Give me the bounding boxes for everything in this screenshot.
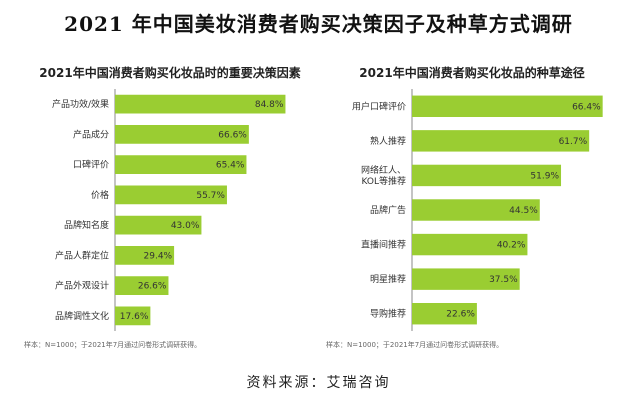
category-label-5: 明星推荐 <box>370 273 406 285</box>
value-label-2: 51.9% <box>530 171 559 181</box>
seeding-channels-chart: 用户口碑评价 66.4% 熟人推荐 61.7% 网络红人、 KOL等推荐 51.9% 品牌广告… <box>352 89 603 331</box>
value-label-7: 17.6% <box>120 312 149 322</box>
bar-1 <box>412 130 590 152</box>
category-label-6: 导购推荐 <box>370 308 406 320</box>
bar-6 <box>115 276 169 296</box>
value-label-0: 66.4% <box>572 102 601 112</box>
bar-3 <box>412 199 540 221</box>
page-title: 2021 年中国美妆消费者购买决策因子及种草方式调研 <box>64 12 573 36</box>
source-footer: 资料来源：艾瑞咨询 <box>246 375 391 391</box>
category-label-1: 熟人推荐 <box>370 135 406 147</box>
value-label-2: 65.4% <box>216 161 245 171</box>
bar-4 <box>115 215 202 235</box>
bar-4 <box>412 233 528 256</box>
value-label-3: 55.7% <box>196 191 225 201</box>
bar-5 <box>412 268 520 290</box>
bar-0 <box>115 94 286 114</box>
category-label-4: 品牌知名度 <box>64 219 109 231</box>
value-label-1: 66.6% <box>218 130 247 140</box>
bar-6 <box>412 302 477 325</box>
chart-title: 2021年中国消费者购买化妆品时的重要决策因素 <box>39 66 301 80</box>
value-label-4: 40.2% <box>497 241 526 251</box>
bar-1 <box>115 124 249 144</box>
category-label-0: 产品功效/效果 <box>52 98 109 110</box>
bar-7 <box>115 306 151 326</box>
bar-5 <box>115 245 175 265</box>
value-label-4: 43.0% <box>171 221 200 231</box>
bar-0 <box>412 95 603 118</box>
value-label-6: 22.6% <box>446 310 475 320</box>
category-label-3: 品牌广告 <box>370 204 406 216</box>
value-label-6: 26.6% <box>138 282 167 292</box>
category-label-1: 产品成分 <box>73 128 109 140</box>
chart-title: 2021年中国消费者购买化妆品的种草途径 <box>359 66 585 80</box>
category-label-0: 用户口碑评价 <box>352 100 406 112</box>
chart-note: 样本：N=1000；于2021年7月通过问卷形式调研获得。 <box>24 341 202 349</box>
chart-panel-decision-factors: 2021年中国消费者购买化妆品时的重要决策因素 产品功效/效果 84.8% 产品成分… <box>20 56 320 352</box>
category-label-5: 产品人群定位 <box>55 249 109 261</box>
value-label-5: 37.5% <box>489 275 518 285</box>
chart-note: 样本：N=1000；于2021年7月通过问卷形式调研获得。 <box>326 341 504 349</box>
bar-2 <box>115 155 247 175</box>
category-label-6: 产品外观设计 <box>55 280 109 292</box>
category-label-2: 网络红人、 KOL等推荐 <box>361 164 406 187</box>
value-label-0: 84.8% <box>255 100 284 110</box>
bar-3 <box>115 185 227 205</box>
value-label-3: 44.5% <box>509 206 538 216</box>
value-label-1: 61.7% <box>559 137 588 147</box>
value-label-5: 29.4% <box>144 251 173 261</box>
category-label-2: 口碑评价 <box>73 159 109 171</box>
category-label-3: 价格 <box>91 189 109 201</box>
bar-2 <box>412 164 562 187</box>
chart-panel-seeding-channels: 2021年中国消费者购买化妆品的种草途径 用户口碑评价 66.4% 熟人推荐 61.7… <box>322 56 622 352</box>
category-label-7: 品牌调性文化 <box>55 310 109 322</box>
category-label-4: 直播间推荐 <box>361 239 406 251</box>
decision-factors-chart: 产品功效/效果 84.8% 产品成分 66.6% 口碑评价 65.4% 价格 55.7% 品牌知… <box>52 89 286 331</box>
